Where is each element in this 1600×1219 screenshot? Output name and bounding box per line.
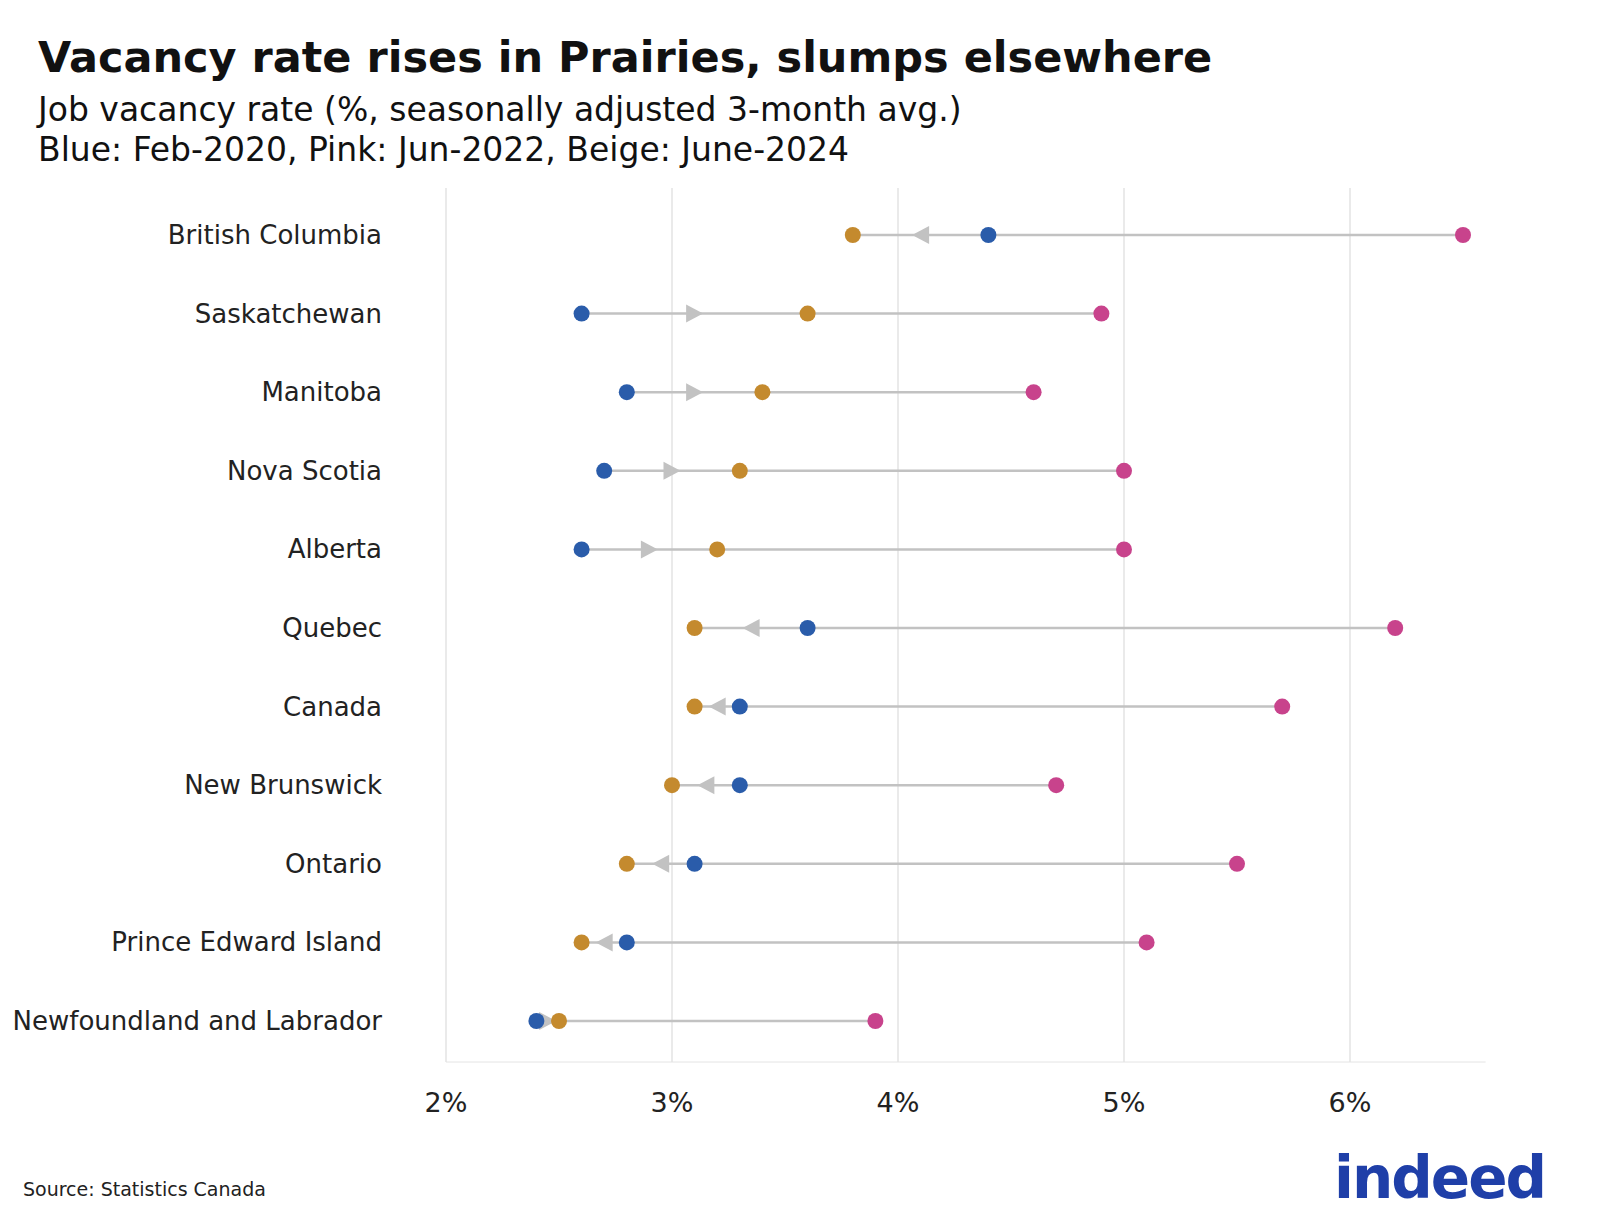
grid-line [671,188,672,1062]
category-label: Quebec [282,613,382,643]
connector [582,548,1124,551]
dot [980,227,996,243]
dot [732,463,748,479]
dot [687,620,703,636]
chart: Vacancy rate rises in Prairies, slumps e… [0,0,1600,1219]
source: Source: Statistics Canada [23,1178,266,1200]
category-label: Manitoba [261,377,382,407]
connector [695,705,1283,708]
dot [1026,384,1042,400]
dot [800,306,816,322]
dot [1139,934,1155,950]
dot [619,384,635,400]
dot [709,541,725,557]
dot [732,777,748,793]
grid-line [897,188,898,1062]
category-label: British Columbia [168,220,382,250]
dot [732,699,748,715]
dot [687,699,703,715]
dot [619,856,635,872]
tick-label: 5% [1103,1087,1146,1118]
tick-label: 2% [425,1087,468,1118]
dot [1093,306,1109,322]
dot [1048,777,1064,793]
category-label: Canada [283,692,382,722]
grid-line [1349,188,1350,1062]
subtitle: Blue: Feb-2020, Pink: Jun-2022, Beige: J… [38,130,849,169]
category-label: Nova Scotia [227,456,382,486]
dot [845,227,861,243]
dot [574,541,590,557]
dot [1116,463,1132,479]
direction-arrow [652,855,669,873]
dot [664,777,680,793]
dot [551,1013,567,1029]
direction-arrow [641,540,658,558]
category-label: Newfoundland and Labrador [13,1006,383,1036]
dot [800,620,816,636]
direction-arrow [709,698,726,716]
category-label: Alberta [288,534,382,564]
category-label: Saskatchewan [195,299,382,329]
direction-arrow [743,619,760,637]
tick-label: 6% [1329,1087,1372,1118]
dot [687,856,703,872]
title: Vacancy rate rises in Prairies, slumps e… [38,32,1212,82]
tick-label: 4% [877,1087,920,1118]
category-label: Ontario [285,849,382,879]
connector [853,234,1463,237]
dot [1116,541,1132,557]
connector [536,1020,875,1023]
connector [627,863,1237,866]
connector [582,941,1147,944]
x-axis-line [446,1062,1486,1063]
dot [754,384,770,400]
dot [574,934,590,950]
dot [574,306,590,322]
logo: indeed [1334,1144,1545,1212]
tick-label: 3% [651,1087,694,1118]
connector [672,784,1056,787]
direction-arrow [664,462,681,480]
direction-arrow [686,305,703,323]
direction-arrow [596,933,613,951]
dot [1387,620,1403,636]
connector [582,312,1102,315]
category-label: Prince Edward Island [111,927,382,957]
connector [604,470,1124,473]
dot [619,934,635,950]
direction-arrow [697,776,714,794]
background [0,0,1600,1219]
dot [1274,699,1290,715]
dot [1229,856,1245,872]
subtitle: Job vacancy rate (%, seasonally adjusted… [36,90,962,129]
category-label: New Brunswick [184,770,382,800]
dot [528,1013,544,1029]
dot [867,1013,883,1029]
direction-arrow [912,226,929,244]
plot-area [528,226,1471,1030]
dot [1455,227,1471,243]
grid-line [1123,188,1124,1062]
grid-line [445,188,446,1062]
dot [596,463,612,479]
direction-arrow [686,383,703,401]
